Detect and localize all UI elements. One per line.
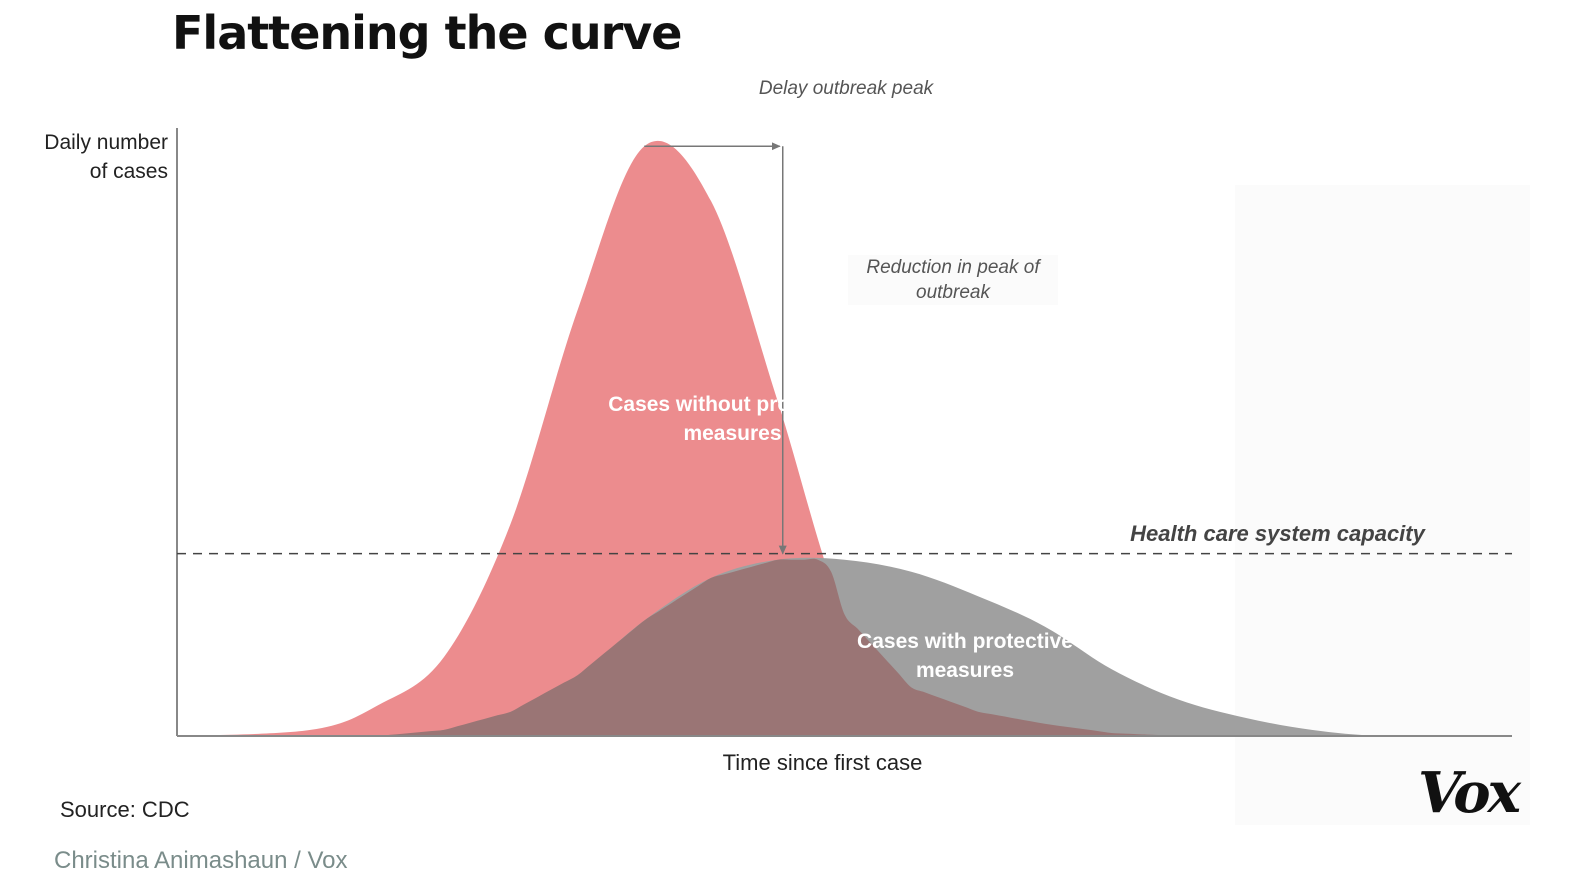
series-label-with-measures: Cases with protective measures xyxy=(857,630,1073,682)
reduction-peak-annotation: Reduction in peak of outbreak xyxy=(848,255,1058,305)
series-label-without-measures: Cases without protective measures xyxy=(608,393,857,445)
plot-background-panel xyxy=(1235,185,1530,825)
series-area-without-measures xyxy=(177,140,1512,736)
delay-peak-annotation: Delay outbreak peak xyxy=(758,78,934,99)
x-axis-label: Time since first case xyxy=(722,750,923,775)
y-axis-label: Daily number of cases xyxy=(44,131,168,183)
source-note: Source: CDC xyxy=(60,797,190,822)
vox-logo: Vox xyxy=(1418,760,1521,826)
series-overlap-area xyxy=(177,558,1512,736)
credit-line: Christina Animashaun / Vox xyxy=(54,847,348,874)
chart-title: Flattening the curve xyxy=(172,6,682,60)
capacity-label: Health care system capacity xyxy=(1130,521,1425,546)
